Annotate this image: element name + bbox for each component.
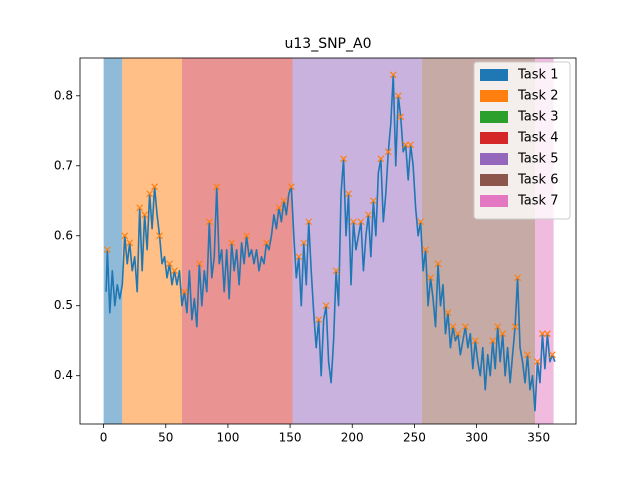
legend: Task 1 Task 2 Task 3 Task 4 Task 5 Task 6 Task… <box>473 61 571 220</box>
peak-marker <box>287 183 295 191</box>
legend-swatch <box>480 69 508 81</box>
peak-marker <box>332 267 340 275</box>
peak-marker <box>180 288 188 296</box>
legend-label: Task 1 <box>517 68 558 83</box>
legend-swatch <box>480 195 508 207</box>
peak-marker <box>280 197 288 205</box>
peak-marker <box>213 183 221 191</box>
peak-marker <box>243 232 251 240</box>
peak-marker <box>171 267 178 275</box>
y-tick-label: 0.8 <box>54 88 73 102</box>
peak-marker <box>422 246 430 254</box>
peak-marker <box>407 141 415 149</box>
peak-marker <box>166 260 173 268</box>
peak-marker <box>369 197 377 205</box>
x-tick-label: 0 <box>100 431 108 445</box>
peak-marker <box>146 190 154 198</box>
peak-marker <box>305 218 313 226</box>
peak-marker <box>340 155 347 163</box>
peak-marker <box>205 218 213 226</box>
x-tick-label: 250 <box>403 431 426 445</box>
peak-marker <box>548 351 556 359</box>
peak-marker <box>126 239 134 247</box>
peak-marker <box>322 302 330 310</box>
chart-title: u13_SNP_A0 <box>285 36 372 52</box>
peak-marker <box>300 239 308 247</box>
x-tick-label: 300 <box>465 431 488 445</box>
peak-marker <box>263 239 270 247</box>
peak-marker <box>103 246 111 254</box>
legend-label: Task 7 <box>517 194 558 209</box>
y-tick-label: 0.7 <box>54 158 73 172</box>
peak-marker <box>345 190 352 198</box>
x-tick-label: 200 <box>341 431 364 445</box>
legend-swatch <box>480 90 508 102</box>
peak-marker <box>499 330 507 338</box>
peak-marker <box>494 323 502 331</box>
peak-marker <box>524 351 531 359</box>
peak-marker <box>449 323 457 331</box>
peak-marker <box>275 204 283 212</box>
peak-marker <box>228 239 236 247</box>
y-tick-label: 0.4 <box>54 368 73 382</box>
peak-marker <box>394 92 402 100</box>
legend-label: Task 2 <box>517 89 558 104</box>
legend-swatch <box>480 174 508 186</box>
x-tick-label: 150 <box>279 431 302 445</box>
peak-marker <box>434 260 442 268</box>
peak-marker <box>539 330 546 338</box>
peak-marker <box>489 337 497 345</box>
peak-marker <box>315 316 323 324</box>
legend-swatch <box>480 153 508 165</box>
data-line <box>105 74 556 412</box>
peak-marker <box>514 274 521 282</box>
legend-label: Task 3 <box>517 110 558 125</box>
legend-label: Task 5 <box>517 152 558 167</box>
peak-marker <box>534 358 541 366</box>
peak-marker <box>461 323 469 331</box>
peak-marker <box>389 71 397 79</box>
y-tick-label: 0.5 <box>54 298 73 312</box>
peak-marker <box>543 330 551 338</box>
peak-marker <box>141 211 149 219</box>
peak-marker <box>511 323 519 331</box>
peak-marker <box>364 211 372 219</box>
task-region <box>103 58 123 424</box>
peak-marker <box>156 232 163 240</box>
peak-marker <box>427 274 434 282</box>
peak-marker <box>195 260 203 268</box>
peak-marker <box>136 204 144 212</box>
legend-swatch <box>480 132 508 144</box>
legend-label: Task 6 <box>517 173 558 188</box>
task-region <box>181 58 293 424</box>
x-tick-label: 350 <box>527 431 550 445</box>
x-tick-label: 50 <box>158 431 173 445</box>
plot-frame <box>79 57 577 425</box>
peak-marker <box>121 232 129 240</box>
peak-marker <box>377 155 385 163</box>
peak-marker <box>384 148 392 156</box>
peak-marker <box>350 218 357 226</box>
peak-marker <box>295 253 303 261</box>
peak-marker <box>357 218 365 226</box>
y-tick-label: 0.6 <box>54 228 73 242</box>
x-tick-label: 100 <box>216 431 239 445</box>
peak-marker <box>444 309 452 317</box>
peak-marker <box>417 218 425 226</box>
peak-marker <box>402 141 410 149</box>
legend-swatch <box>480 111 508 123</box>
legend-label: Task 4 <box>517 131 558 146</box>
peak-marker <box>454 330 462 338</box>
peak-marker <box>397 113 405 121</box>
peak-marker <box>151 183 159 191</box>
peak-marker <box>471 337 479 345</box>
